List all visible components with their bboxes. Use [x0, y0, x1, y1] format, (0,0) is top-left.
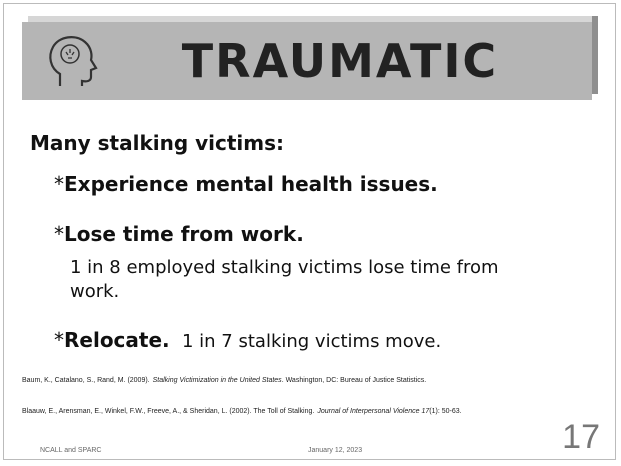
- page-number: 17: [562, 418, 600, 456]
- ref-text: Baum, K., Catalano, S., Rand, M. (2009).: [22, 377, 150, 384]
- ref-text: Blaauw, E., Arensman, E., Winkel, F.W., …: [22, 408, 315, 415]
- reference: Baum, K., Catalano, S., Rand, M. (2009).…: [22, 377, 426, 384]
- title: TRAUMATIC: [181, 34, 499, 88]
- ref-text: . Washington, DC: Bureau of Justice Stat…: [281, 377, 427, 384]
- bullet: *Experience mental health issues.: [54, 172, 438, 196]
- footer-left: NCALL and SPARC: [40, 447, 102, 454]
- head-icon: [49, 36, 98, 86]
- footer-date: January 12, 2023: [308, 447, 363, 454]
- bullet-bold: Experience mental health issues.: [64, 172, 438, 196]
- ref-text: (1): 50-63.: [429, 408, 462, 415]
- banner-bevel: [28, 16, 598, 22]
- banner-bevel: [592, 16, 598, 94]
- bullet-bold: Relocate.: [64, 328, 170, 352]
- bullet-detail: 1 in 7 stalking victims move.: [182, 331, 442, 352]
- bullet-bold: Lose time from work.: [64, 222, 304, 246]
- ref-italic: Journal of Interpersonal Violence 17: [317, 408, 430, 415]
- bullet: *Relocate. 1 in 7 stalking victims move.: [54, 328, 441, 352]
- ref-italic: Stalking Victimization in the United Sta…: [152, 377, 282, 384]
- bullet-detail: 1 in 8 employed stalking victims lose ti…: [70, 257, 499, 302]
- heading: Many stalking victims:: [30, 131, 285, 155]
- banner: [22, 22, 592, 100]
- marker: *: [54, 328, 64, 352]
- marker: *: [54, 172, 64, 196]
- marker: *: [54, 222, 64, 246]
- slide-border: [3, 3, 616, 460]
- bullet: *Lose time from work.: [54, 222, 304, 246]
- reference: Blaauw, E., Arensman, E., Winkel, F.W., …: [22, 408, 462, 415]
